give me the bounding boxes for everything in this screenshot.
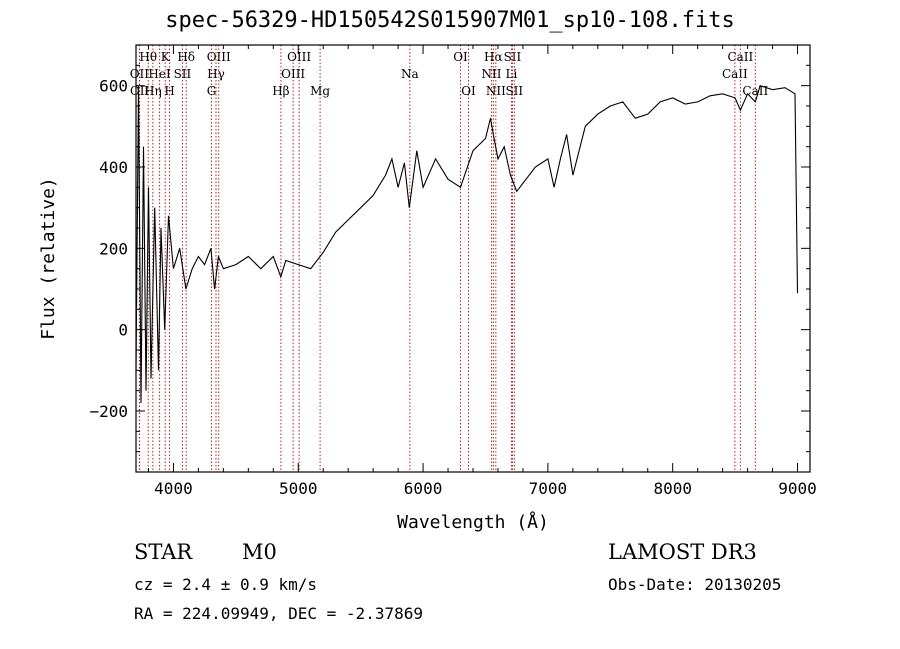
line-label-1: OII: [130, 84, 150, 98]
line-label-7: SII: [174, 67, 192, 81]
plot-frame: [135, 44, 811, 473]
line-label-6: H: [164, 84, 174, 98]
y-axis-label: Flux (relative): [38, 177, 59, 340]
line-label-25: CaII: [722, 67, 748, 81]
x-tick-label-1: 5000: [279, 479, 318, 498]
x-tick-label-5: 9000: [778, 479, 817, 498]
line-label-10: Hγ: [207, 67, 225, 81]
line-label-5: K: [161, 50, 171, 64]
line-label-3: Hη: [144, 84, 162, 98]
x-tick-label-4: 8000: [653, 479, 692, 498]
y-tick-label-1: 0: [118, 321, 128, 340]
line-label-19: NII: [481, 67, 501, 81]
x-tick-label-3: 7000: [529, 479, 568, 498]
y-tick-label-0: −200: [89, 402, 128, 421]
line-label-13: OIII: [281, 67, 305, 81]
y-tick-label-2: 200: [99, 239, 128, 258]
object-class: STAR: [134, 540, 193, 564]
line-label-12: Hβ: [272, 84, 289, 98]
redshift-cz: cz = 2.4 ± 0.9 km/s: [134, 575, 318, 594]
line-label-8: Hδ: [177, 50, 195, 64]
line-label-11: OIII: [207, 50, 231, 64]
line-label-18: OI: [461, 84, 476, 98]
y-tick-label-3: 400: [99, 158, 128, 177]
line-label-15: Mg: [310, 84, 330, 98]
line-label-17: OI: [453, 50, 468, 64]
line-label-23: SII: [504, 50, 522, 64]
survey-name: LAMOST DR3: [608, 540, 757, 564]
line-label-20: Hα: [484, 50, 503, 64]
line-label-2: Hθ: [139, 50, 157, 64]
x-axis-label: Wavelength (Å): [397, 511, 549, 533]
line-label-24: SII: [505, 84, 523, 98]
y-tick-label-4: 600: [99, 77, 128, 96]
object-subclass: M0: [242, 540, 277, 564]
x-tick-label-0: 4000: [154, 479, 193, 498]
line-label-21: NII: [486, 84, 506, 98]
line-label-22: Li: [506, 67, 518, 81]
line-label-16: Na: [401, 67, 419, 81]
chart-title: spec-56329-HD150542S015907M01_sp10-108.f…: [165, 8, 735, 33]
x-tick-label-2: 6000: [404, 479, 443, 498]
line-label-14: OIII: [287, 50, 311, 64]
line-label-4: HeI: [148, 67, 171, 81]
observation-date: Obs-Date: 20130205: [608, 575, 782, 594]
spectrum-line: [135, 85, 799, 403]
line-label-26: CaII: [727, 50, 753, 64]
coordinates: RA = 224.09949, DEC = -2.37869: [134, 604, 423, 623]
line-label-9: G: [207, 84, 217, 98]
